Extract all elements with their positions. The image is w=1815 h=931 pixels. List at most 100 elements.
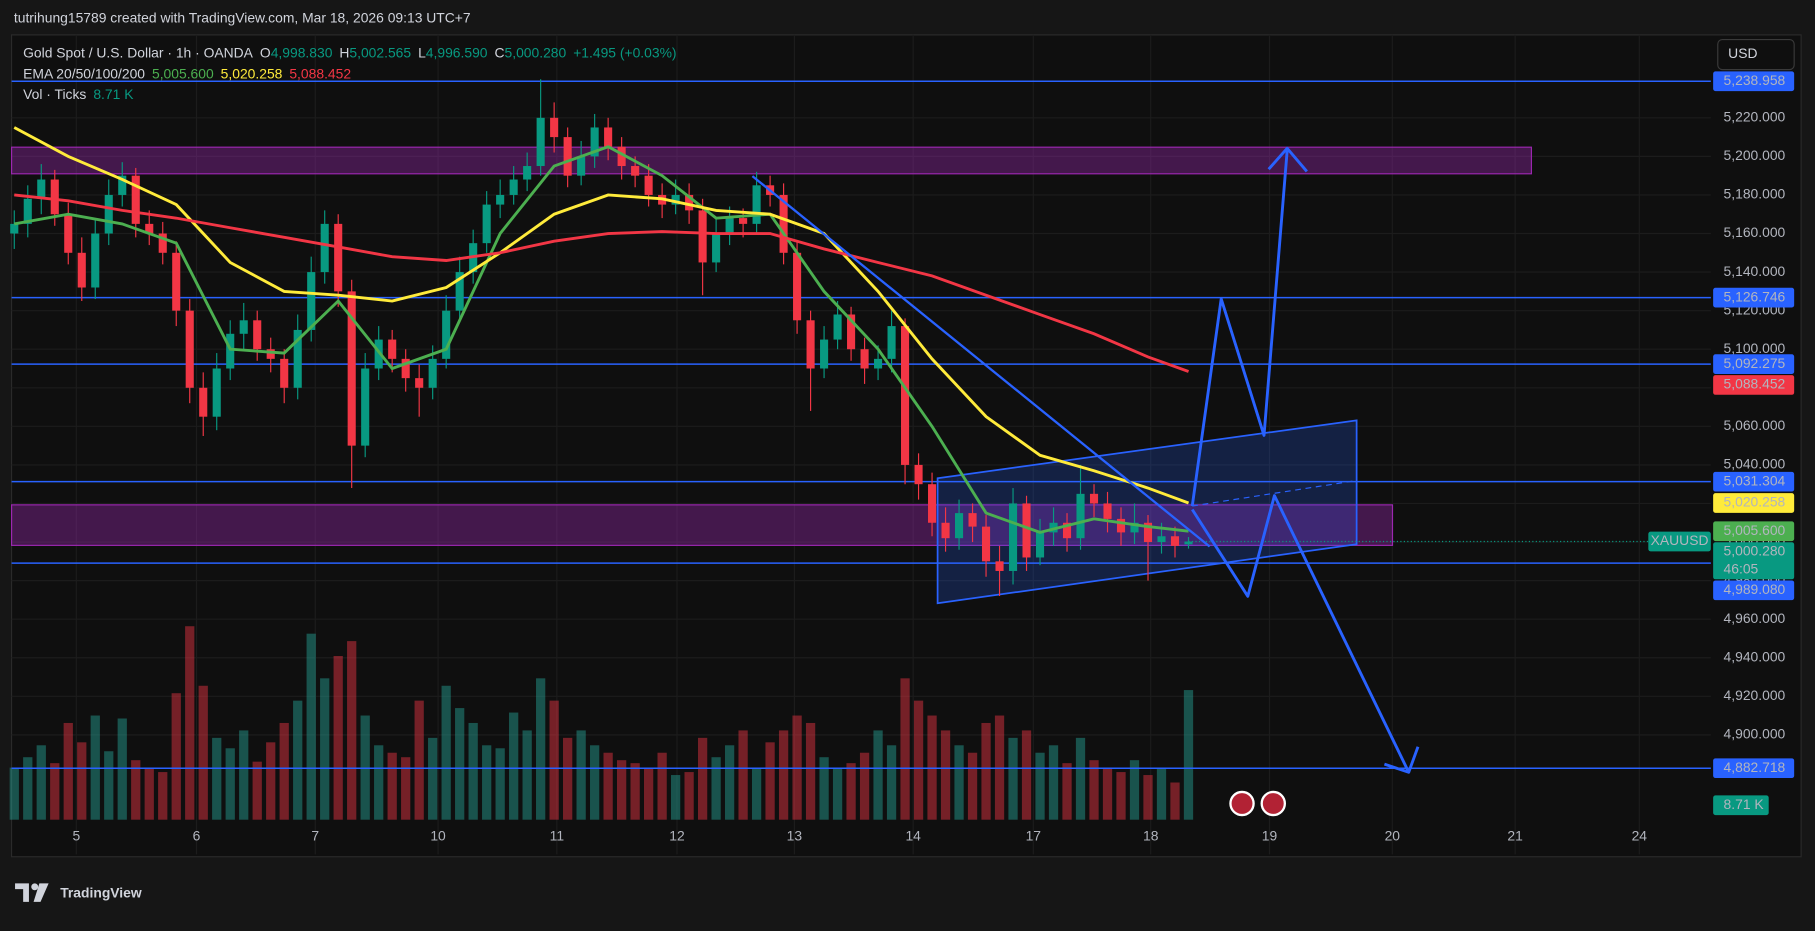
volume-tag: 8.71 K — [1724, 796, 1765, 812]
y-tick-label: 5,200.000 — [1724, 147, 1786, 163]
y-tick-label: 4,960.000 — [1724, 610, 1786, 626]
volume-bar — [1170, 782, 1180, 820]
candle-body — [1022, 503, 1031, 558]
candle-body — [644, 175, 653, 195]
volume-bar — [711, 757, 721, 820]
candle-body — [1008, 503, 1018, 571]
volume-bar — [630, 763, 640, 820]
candle-body — [698, 210, 707, 263]
volume-bar — [252, 761, 262, 820]
price-tag: 5,005.600 — [1724, 522, 1786, 538]
volume-bar — [131, 760, 141, 820]
volume-bar — [1035, 752, 1045, 820]
channel-midline — [1192, 479, 1357, 507]
event-icon[interactable] — [1260, 790, 1287, 817]
vol-label: Vol · Ticks — [23, 86, 86, 102]
volume-bar — [1156, 767, 1167, 820]
volume-bar — [778, 730, 789, 820]
y-tick-label: 5,180.000 — [1724, 186, 1786, 202]
volume-bar — [36, 745, 46, 820]
ohlc-key: L — [418, 44, 426, 60]
event-icon[interactable] — [1229, 790, 1255, 817]
candle-body — [91, 233, 100, 288]
candle-body — [1184, 541, 1193, 545]
price-tag: 5,088.452 — [1724, 376, 1786, 392]
candle-body — [671, 194, 680, 205]
price-tag: 5,092.275 — [1724, 355, 1786, 371]
volume-bar — [171, 693, 181, 820]
candle-body — [1143, 522, 1153, 543]
legend: Gold Spot / U.S. Dollar · 1h · OANDA O4,9… — [23, 44, 676, 102]
candle-body — [50, 179, 59, 215]
candle-body — [374, 339, 383, 369]
volume-bar — [819, 757, 829, 820]
candle-body — [550, 117, 559, 138]
candle-body — [685, 194, 694, 211]
currency-button[interactable] — [1717, 38, 1795, 71]
volume-bar — [198, 685, 208, 820]
credit: tutrihung15789 created with TradingView.… — [14, 9, 471, 25]
ema-line — [14, 193, 1190, 373]
candle-body — [199, 387, 208, 417]
volume-layer — [9, 626, 1194, 820]
volume-tag-bg — [1713, 795, 1769, 816]
y-tick-label: 5,060.000 — [1724, 417, 1786, 433]
volume-bar — [738, 730, 748, 820]
volume-bar — [886, 745, 897, 820]
volume-bar — [1183, 690, 1194, 820]
candle-body — [239, 320, 248, 334]
candle-body — [523, 166, 532, 180]
candle-body — [604, 127, 613, 147]
candle-body — [482, 204, 491, 244]
candle-body — [455, 272, 464, 311]
candle-body — [280, 358, 289, 388]
volume-bar — [23, 757, 33, 820]
countdown: 46:05 — [1724, 561, 1759, 577]
ema-label: EMA 20/50/100/200 — [23, 65, 145, 81]
symbol: Gold Spot / U.S. Dollar · 1h · OANDA — [23, 44, 254, 60]
price-tag-bg — [1713, 542, 1795, 580]
y-tick-label: 4,940.000 — [1724, 648, 1786, 664]
brand: TradingView — [15, 883, 142, 902]
channel — [936, 419, 1358, 605]
x-tick-label: 21 — [1507, 828, 1523, 844]
logo-dot — [31, 883, 39, 891]
price-tag: 5,126.746 — [1724, 288, 1786, 304]
volume-bar — [900, 678, 910, 820]
volume-bar — [185, 626, 195, 820]
candle-body — [442, 310, 451, 359]
volume-bar — [482, 745, 492, 820]
candle-body — [1076, 493, 1085, 539]
candle-body — [1103, 503, 1112, 519]
x-tick-label: 20 — [1385, 828, 1401, 844]
vol-line: Vol · Ticks 8.71 K — [23, 86, 134, 102]
volume-bar — [374, 745, 384, 820]
logo-mark — [15, 883, 36, 902]
ohlc-key: C — [494, 44, 504, 60]
ema-line: EMA 20/50/100/200 5,005.600 5,020.258 5,088… — [23, 65, 351, 81]
y-tick-label: 4,920.000 — [1724, 687, 1786, 703]
drawings-over — [751, 146, 1420, 774]
volume-bar — [954, 745, 964, 820]
candle-body — [752, 185, 761, 224]
volume-bar — [104, 751, 114, 820]
candle-body — [874, 358, 883, 369]
candle-body — [536, 117, 545, 167]
candle-body — [64, 214, 73, 253]
x-tick-label: 12 — [669, 828, 685, 844]
candle-body — [1035, 532, 1045, 558]
candle-body — [1089, 493, 1099, 504]
price-tag-bg — [1713, 375, 1795, 395]
volume-bar — [293, 700, 303, 820]
volume-bar — [603, 752, 613, 820]
ohlc-value: 4,998.830 — [271, 44, 333, 60]
price-tag-bg — [1713, 580, 1795, 601]
candle-body — [77, 252, 86, 288]
volume-bar — [981, 722, 991, 820]
volume-bar — [455, 708, 465, 820]
volume-bar — [846, 763, 856, 820]
volume-bar — [1116, 772, 1126, 820]
ema-line — [13, 145, 1189, 534]
candle-body — [631, 166, 640, 176]
y-tick-label: 5,220.000 — [1724, 108, 1786, 124]
